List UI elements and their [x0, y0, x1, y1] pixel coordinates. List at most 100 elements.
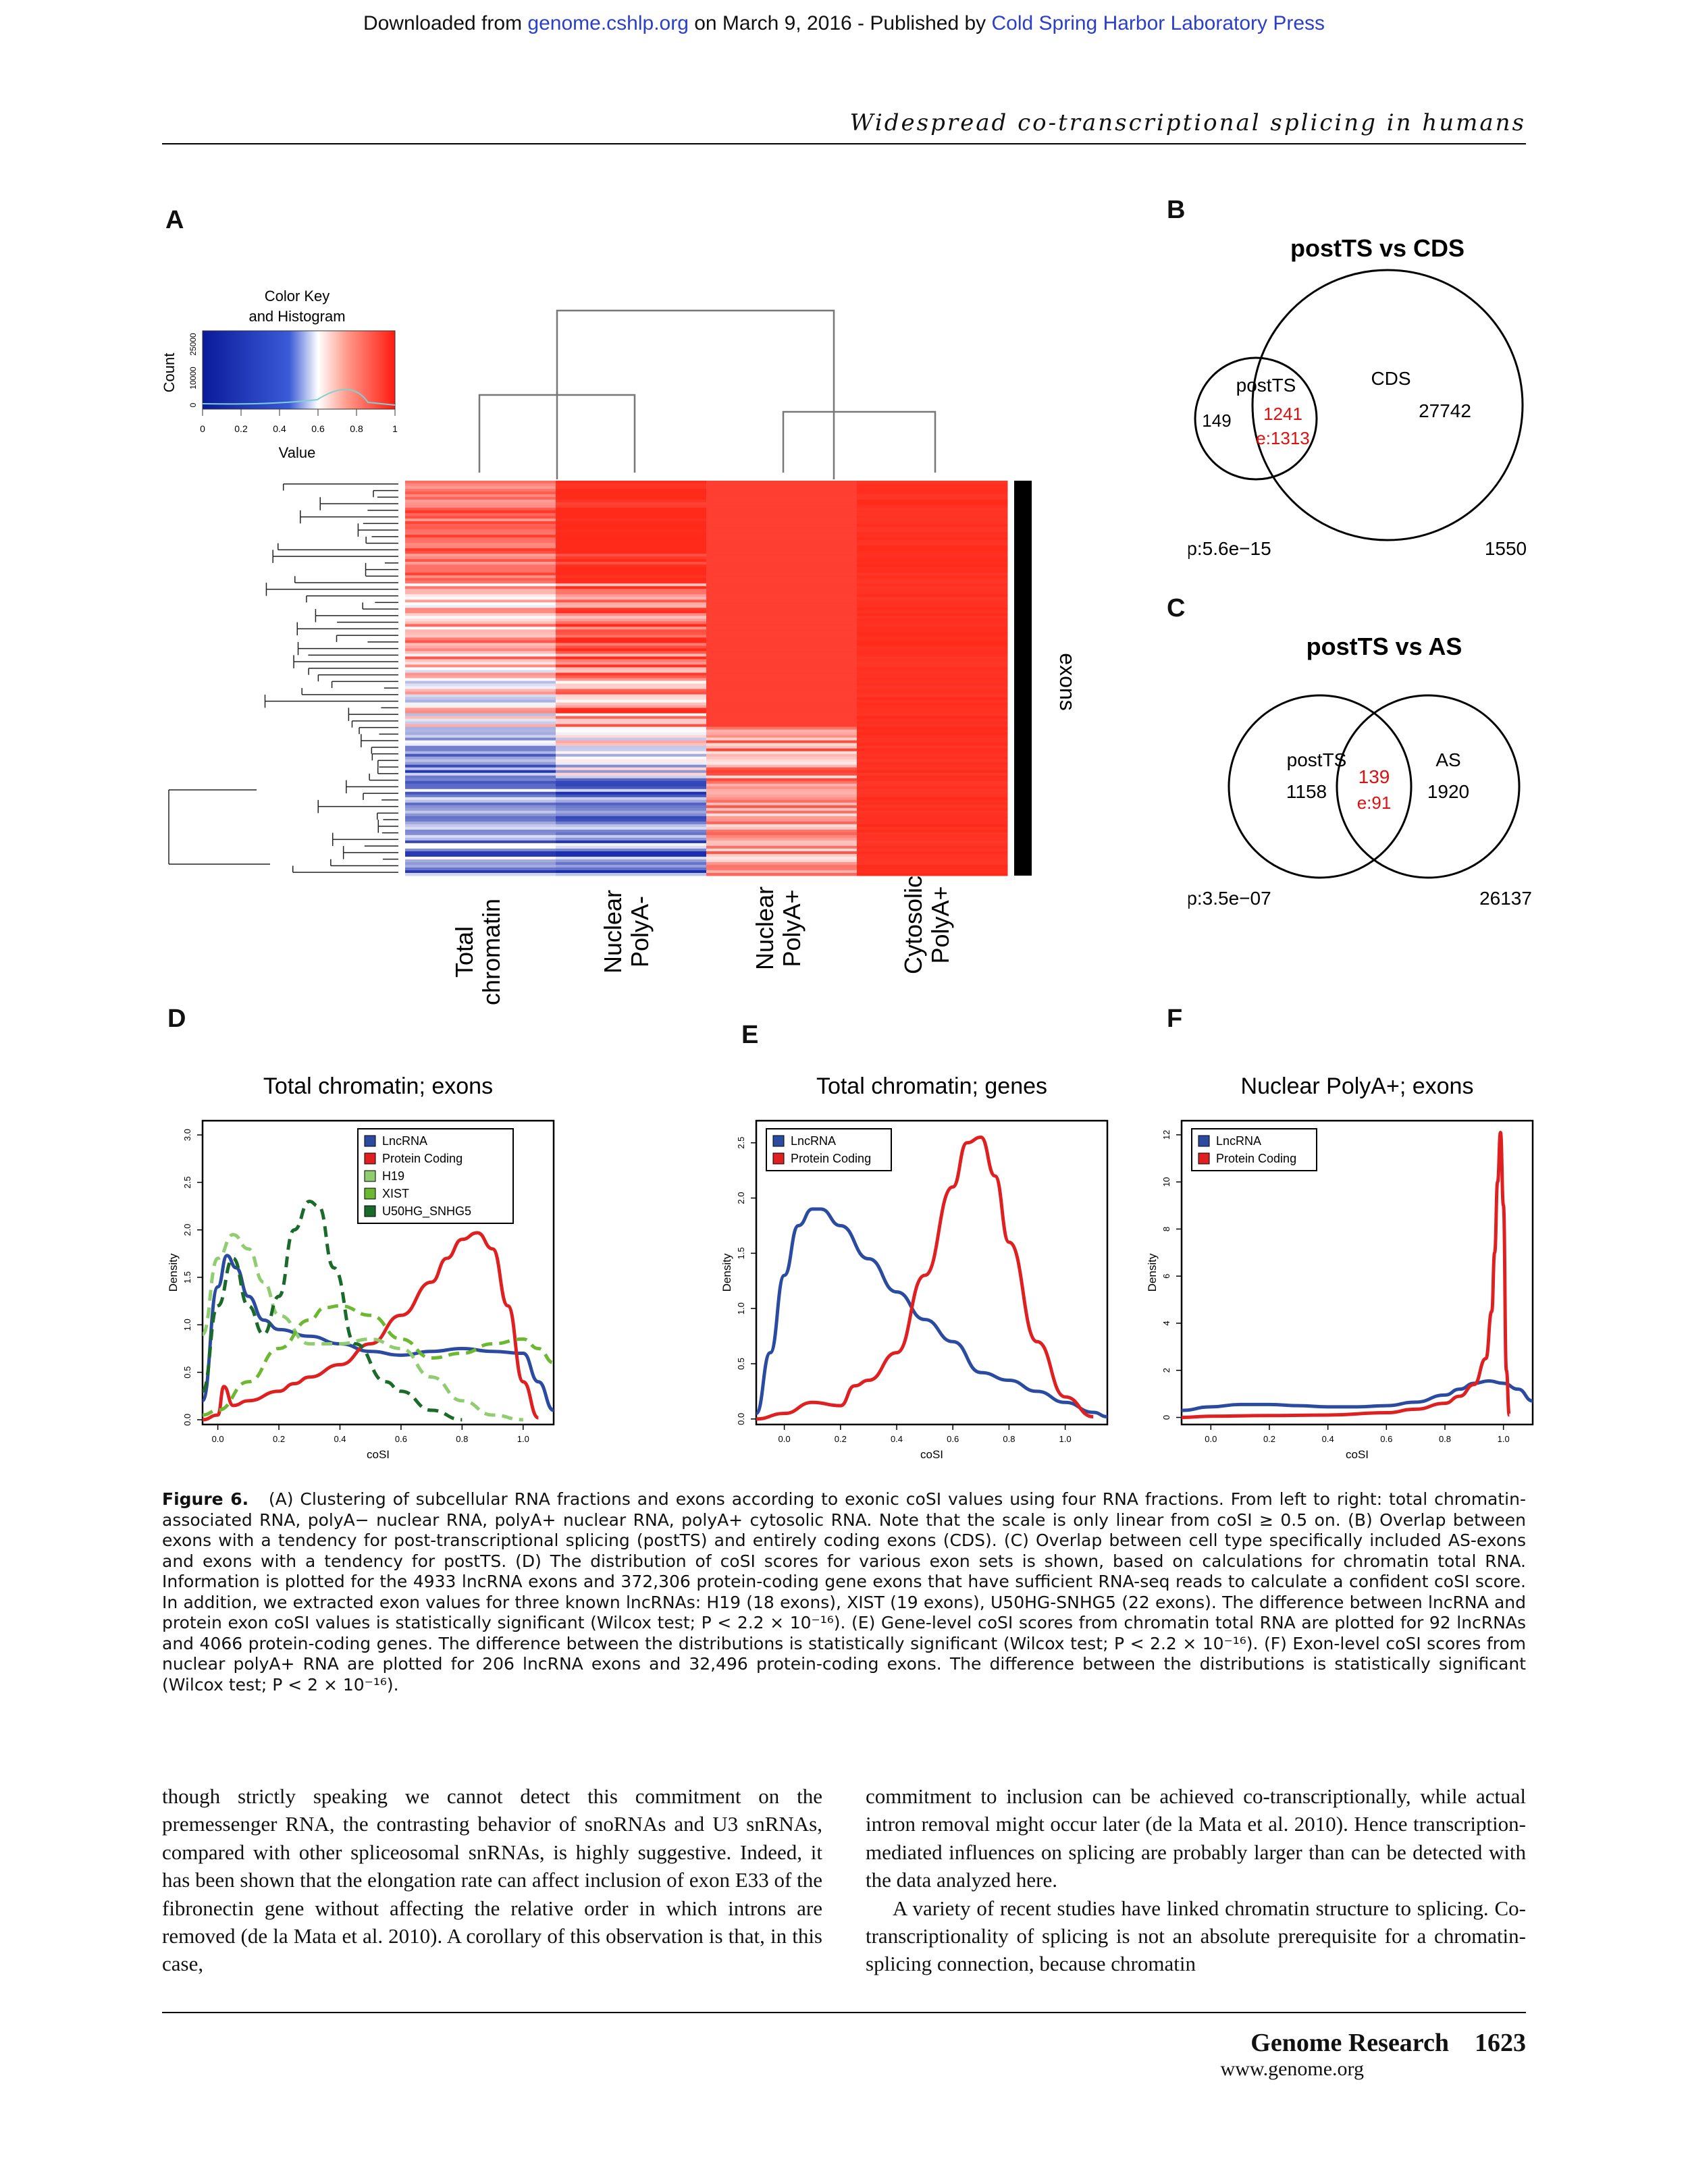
heatmap-cell — [556, 589, 707, 592]
heatmap-cell — [556, 861, 707, 865]
x-tick-label: 0.8 — [456, 1434, 468, 1444]
heatmap-cell — [706, 481, 858, 484]
site-link[interactable]: genome.cshlp.org — [527, 12, 689, 34]
heatmap-cell — [405, 591, 556, 595]
heatmap-cell — [857, 762, 1008, 766]
heatmap-cell — [556, 702, 707, 706]
heatmap-cell — [405, 851, 556, 855]
heatmap-cell — [857, 594, 1008, 597]
heatmap-cell — [556, 813, 707, 817]
heatmap-cell — [556, 799, 707, 803]
heatmap-cell — [857, 751, 1008, 755]
heatmap-cell — [706, 716, 858, 720]
heatmap-cell — [556, 818, 707, 822]
heatmap-cell — [857, 826, 1008, 830]
heatmap-cell — [556, 770, 707, 774]
heatmap-cell — [706, 513, 858, 516]
heatmap-cell — [405, 645, 556, 649]
heatmap-cell — [556, 618, 707, 622]
y-tick-label: 0.5 — [182, 1366, 192, 1379]
heatmap-cell — [556, 743, 707, 747]
heatmap-cell — [556, 772, 707, 776]
footer-url[interactable]: www.genome.org — [1220, 2058, 1364, 2080]
key-xtick-label: 1 — [392, 423, 398, 434]
heatmap-cell — [405, 567, 556, 570]
heatmap-cell — [857, 518, 1008, 522]
heatmap-cell — [857, 521, 1008, 525]
heatmap-cell — [857, 718, 1008, 722]
y-tick-label: 1.5 — [182, 1271, 192, 1283]
chart-title: Total chromatin; exons — [263, 1073, 493, 1099]
heatmap-cell — [857, 635, 1008, 638]
heatmap-cell — [706, 548, 858, 552]
x-tick-label: 0.6 — [395, 1434, 407, 1444]
heatmap-cell — [405, 648, 556, 651]
heatmap-cell — [405, 640, 556, 643]
heatmap-cell — [405, 767, 556, 771]
heatmap-cell — [405, 837, 556, 841]
heatmap-cell — [706, 627, 858, 630]
heatmap-cell — [706, 737, 858, 741]
heatmap-cell — [556, 632, 707, 635]
heatmap-cell — [857, 629, 1008, 633]
key-xtick-label: 0.4 — [273, 423, 286, 434]
legend-entry: XIST — [382, 1187, 409, 1200]
heatmap-cell — [556, 705, 707, 709]
legend-box — [357, 1128, 514, 1224]
legend-entry: U50HG_SNHG5 — [382, 1204, 471, 1219]
heatmap-cell — [556, 821, 707, 825]
heatmap-cell — [857, 748, 1008, 752]
heatmap-cell — [556, 570, 707, 573]
heatmap-cell — [556, 775, 707, 779]
heatmap-cell — [556, 508, 707, 511]
y-tick-label: 4 — [1161, 1321, 1171, 1325]
panel-label-a: A — [165, 206, 184, 234]
venn-c-overlap-e: e:91 — [1357, 793, 1392, 813]
heatmap-cell — [405, 872, 556, 876]
page-number: 1623 — [1475, 2029, 1526, 2057]
heatmap-cell — [556, 691, 707, 695]
heatmap-cell — [556, 716, 707, 720]
venn-postts-vs-as: postTS vs AS postTS AS 1158 139 e:91 192… — [1188, 633, 1532, 909]
heatmap-cell — [556, 556, 707, 560]
x-tick-label: 0.2 — [1263, 1434, 1275, 1444]
heatmap-cell — [706, 697, 858, 701]
heatmap-cell — [405, 864, 556, 868]
heatmap-cell — [706, 726, 858, 730]
heatmap-cell — [706, 837, 858, 841]
heatmap-cell — [857, 778, 1008, 782]
plot-frame — [1180, 1119, 1534, 1426]
heatmap-cell — [556, 535, 707, 538]
x-tick-label: 1.0 — [1498, 1434, 1510, 1444]
plot-frame — [201, 1119, 555, 1426]
heatmap-cell — [556, 851, 707, 855]
heatmap-cell — [556, 805, 707, 809]
heatmap-cell — [706, 564, 858, 568]
heatmap-cell — [857, 770, 1008, 774]
heatmap-cell — [405, 813, 556, 817]
heatmap-cell — [706, 821, 858, 825]
heatmap-cell — [556, 778, 707, 782]
heatmap-cell — [405, 524, 556, 527]
y-tick-label: 2.0 — [736, 1192, 746, 1204]
heatmap-cell — [556, 602, 707, 606]
publisher-link[interactable]: Cold Spring Harbor Laboratory Press — [991, 12, 1325, 34]
heatmap-cell — [706, 810, 858, 814]
heatmap-cell — [857, 654, 1008, 657]
heatmap-cell — [706, 659, 858, 662]
venn-postts-vs-cds: postTS vs CDS postTS CDS 149 1241 e:1313… — [1188, 234, 1527, 559]
heatmap-cell — [556, 572, 707, 576]
color-key-subtitle: and Histogram — [248, 308, 345, 325]
key-xtick-label: 0.6 — [311, 423, 325, 434]
heatmap-cell — [556, 637, 707, 641]
heatmap-cell — [706, 500, 858, 503]
heatmap-cell — [706, 575, 858, 579]
heatmap-cell — [706, 732, 858, 736]
heatmap-cell — [706, 608, 858, 611]
heatmap-cell — [556, 521, 707, 525]
heatmap-cell — [556, 667, 707, 670]
venn-b-right-label: CDS — [1371, 368, 1410, 389]
key-xtick-label: 0.2 — [234, 423, 248, 434]
heatmap-cell — [857, 821, 1008, 825]
heatmap-cell — [706, 856, 858, 860]
